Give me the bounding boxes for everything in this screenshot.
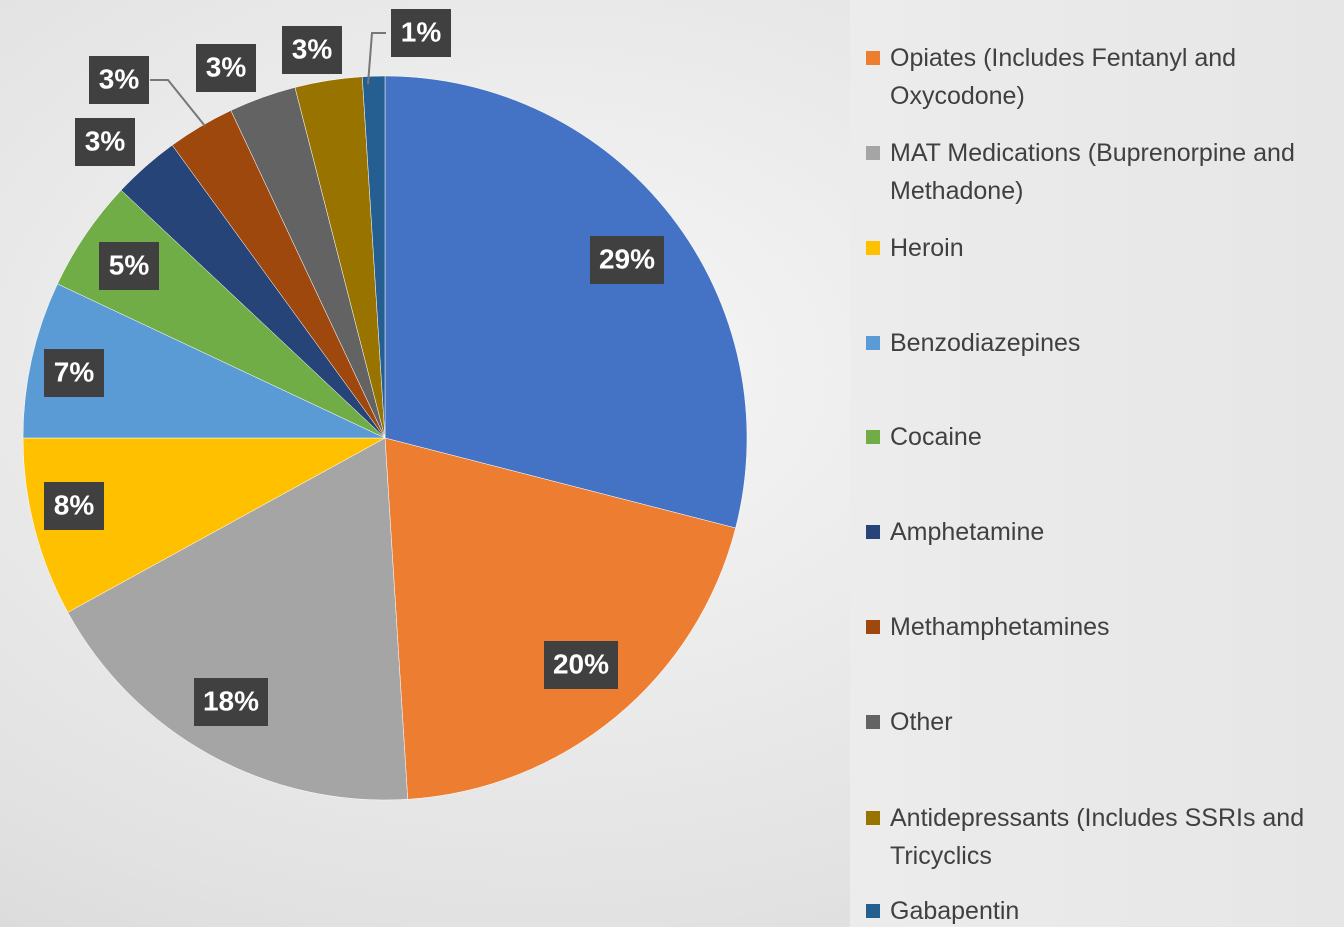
legend-swatch bbox=[866, 715, 880, 729]
data-label-box bbox=[282, 26, 342, 74]
legend-item: Opiates (Includes Fentanyl and Oxycodone… bbox=[866, 39, 1326, 115]
legend-swatch bbox=[866, 51, 880, 65]
pie-slice bbox=[67, 437, 408, 801]
legend-label: Methamphetamines bbox=[890, 613, 1110, 641]
legend-item: Benzodiazepines bbox=[866, 324, 1326, 362]
data-label: 1% bbox=[401, 16, 442, 47]
legend-label: MAT Medications (Buprenorpine and Methad… bbox=[890, 139, 1295, 205]
legend-swatch bbox=[866, 904, 880, 918]
pie-area: 29% 20% 18% 8% 7% 5% 3% 3% 3% 3% 1% bbox=[22, 9, 748, 801]
data-label-box bbox=[75, 118, 135, 166]
legend-swatch bbox=[866, 336, 880, 350]
legend-swatch bbox=[866, 430, 880, 444]
legend-item: Cocaine bbox=[866, 418, 1326, 456]
leader-line bbox=[150, 79, 206, 127]
data-label: 3% bbox=[99, 63, 140, 94]
data-label-box bbox=[99, 242, 159, 290]
pie-slice bbox=[384, 75, 748, 529]
data-label-box bbox=[544, 641, 618, 689]
data-label: 3% bbox=[85, 125, 126, 156]
legend-item: MAT Medications (Buprenorpine and Methad… bbox=[866, 134, 1326, 210]
data-label: 5% bbox=[109, 249, 150, 280]
legend-item: Heroin bbox=[866, 229, 1326, 267]
data-label-box bbox=[44, 349, 104, 397]
data-label-box bbox=[590, 236, 664, 284]
leader-line bbox=[367, 32, 386, 85]
data-label: 7% bbox=[54, 356, 95, 387]
data-label-box bbox=[194, 678, 268, 726]
data-label: 18% bbox=[203, 685, 259, 716]
data-label: 3% bbox=[292, 33, 333, 64]
pie-slice bbox=[362, 75, 386, 439]
data-label: 20% bbox=[553, 648, 609, 679]
legend-swatch bbox=[866, 811, 880, 825]
data-label-box bbox=[391, 9, 451, 57]
legend-label: Opiates (Includes Fentanyl and Oxycodone… bbox=[890, 44, 1237, 110]
data-label: 29% bbox=[599, 243, 655, 274]
legend-label: Cocaine bbox=[890, 423, 982, 451]
legend-label: Gabapentin bbox=[890, 897, 1020, 925]
legend-item: Antidepressants (Includes SSRIs and Tric… bbox=[866, 799, 1326, 875]
legend-swatch bbox=[866, 620, 880, 634]
data-label: 8% bbox=[54, 489, 95, 520]
pie-slice bbox=[22, 437, 386, 613]
legend-label: Heroin bbox=[890, 234, 964, 262]
legend-swatch bbox=[866, 525, 880, 539]
data-label-box bbox=[196, 44, 256, 92]
legend-label: Benzodiazepines bbox=[890, 329, 1081, 357]
legend-item: Other bbox=[866, 703, 1326, 741]
data-label-box bbox=[44, 482, 104, 530]
legend-item: Amphetamine bbox=[866, 513, 1326, 551]
legend-label: Amphetamine bbox=[890, 518, 1045, 546]
data-label: 3% bbox=[206, 51, 247, 82]
legend-label: Antidepressants (Includes SSRIs and Tric… bbox=[890, 804, 1305, 870]
legend-item: Gabapentin bbox=[866, 892, 1326, 930]
legend-label: Other bbox=[890, 708, 953, 736]
legend-swatch bbox=[866, 146, 880, 160]
data-label-box bbox=[89, 56, 149, 104]
legend-item: Methamphetamines bbox=[866, 608, 1326, 646]
pie-slice bbox=[22, 283, 386, 439]
legend: Opiates (Includes Fentanyl and Oxycodone… bbox=[850, 0, 1344, 927]
pie-slice bbox=[384, 437, 736, 800]
legend-swatch bbox=[866, 241, 880, 255]
